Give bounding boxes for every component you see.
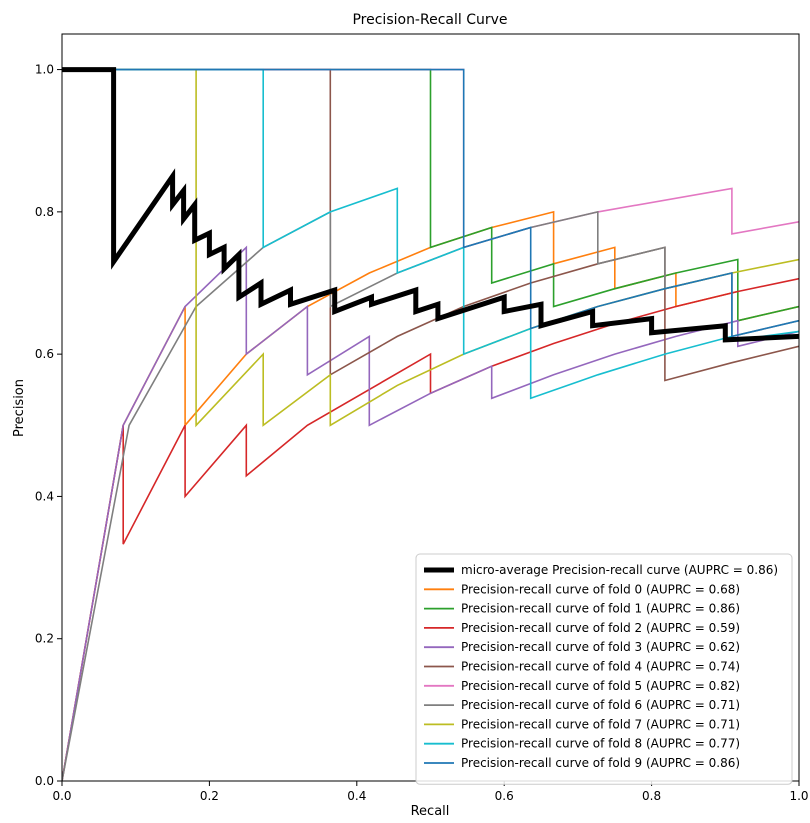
legend-label: Precision-recall curve of fold 6 (AUPRC … xyxy=(461,698,740,712)
x-tick-label: 0.6 xyxy=(495,789,514,803)
y-tick-label: 0.0 xyxy=(35,774,54,788)
y-axis-label: Precision xyxy=(12,379,27,437)
legend-label: Precision-recall curve of fold 0 (AUPRC … xyxy=(461,582,740,596)
x-tick-label: 0.2 xyxy=(200,789,219,803)
x-tick-label: 0.0 xyxy=(52,789,71,803)
legend-label: Precision-recall curve of fold 9 (AUPRC … xyxy=(461,756,740,770)
y-tick-label: 1.0 xyxy=(35,63,54,77)
legend-label: Precision-recall curve of fold 5 (AUPRC … xyxy=(461,679,740,693)
series-micro-average-line xyxy=(62,67,799,343)
legend: micro-average Precision-recall curve (AU… xyxy=(415,553,793,785)
x-tick-label: 0.4 xyxy=(347,789,366,803)
y-tick-label: 0.2 xyxy=(35,632,54,646)
y-tick-label: 0.6 xyxy=(35,347,54,361)
legend-label: Precision-recall curve of fold 3 (AUPRC … xyxy=(461,640,740,654)
legend-label: micro-average Precision-recall curve (AU… xyxy=(461,563,778,577)
legend-label: Precision-recall curve of fold 7 (AUPRC … xyxy=(461,717,740,731)
x-tick-label: 0.8 xyxy=(642,789,661,803)
series-fold-8-line xyxy=(62,68,799,400)
legend-box xyxy=(415,553,793,785)
y-tick-label: 0.8 xyxy=(35,205,54,219)
y-tick-label: 0.4 xyxy=(35,489,54,503)
legend-label: Precision-recall curve of fold 1 (AUPRC … xyxy=(461,602,740,616)
x-axis-label: Recall xyxy=(411,804,450,819)
series-fold-1-line xyxy=(62,68,799,322)
legend-label: Precision-recall curve of fold 8 (AUPRC … xyxy=(461,737,740,751)
x-tick-label: 1.0 xyxy=(789,789,808,803)
chart-title: Precision-Recall Curve xyxy=(352,12,507,28)
legend-label: Precision-recall curve of fold 2 (AUPRC … xyxy=(461,621,740,635)
legend-label: Precision-recall curve of fold 4 (AUPRC … xyxy=(461,660,740,674)
